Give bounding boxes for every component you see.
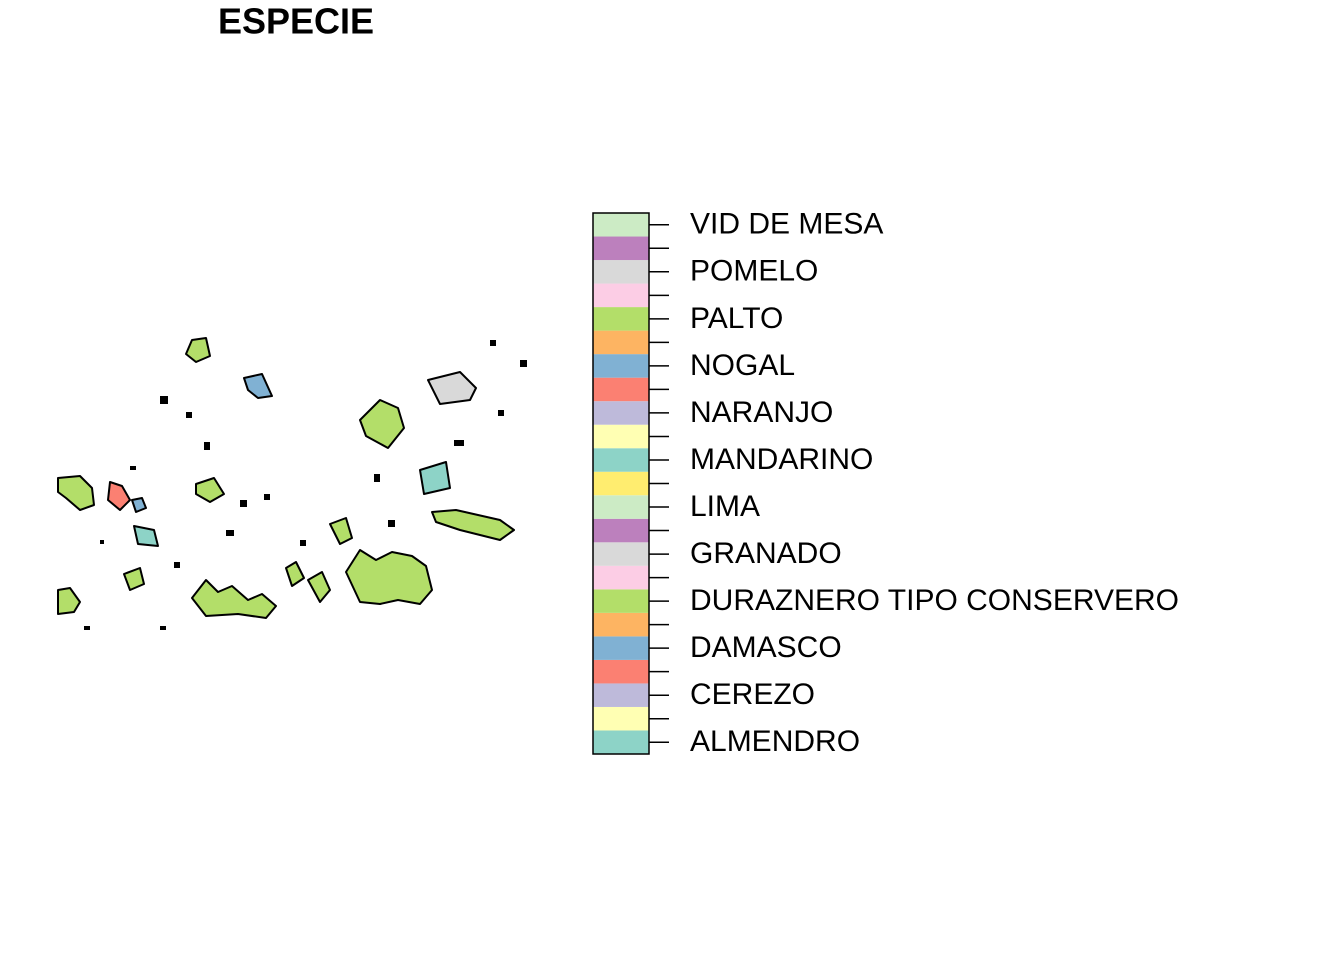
legend-label: PALTO: [690, 302, 783, 335]
legend-label: VID DE MESA: [690, 208, 883, 241]
legend-swatch: [593, 730, 649, 754]
legend-swatch: [593, 377, 649, 402]
legend-swatch: [593, 471, 649, 496]
legend-swatch: [593, 542, 649, 566]
legend-label: DAMASCO: [690, 631, 842, 664]
legend-swatch: [593, 683, 649, 707]
legend-swatch: [593, 518, 649, 543]
legend-label: DURAZNERO TIPO CONSERVERO: [690, 584, 1179, 617]
legend-swatch: [593, 330, 649, 355]
map-title: ESPECIE: [218, 1, 374, 42]
legend-swatch: [593, 260, 649, 284]
legend-label: CEREZO: [690, 678, 815, 711]
legend-swatch: [593, 659, 649, 684]
legend-swatch: [593, 236, 649, 261]
legend-swatch: [593, 495, 649, 519]
legend-label: ALMENDRO: [690, 725, 860, 758]
legend: ALMENDRO CEREZO DAMASCO DURAZNERO TIPO CONS…: [592, 208, 1179, 758]
legend-label: NARANJO: [690, 396, 833, 429]
legend-swatch: [593, 565, 649, 590]
legend-swatch: [593, 706, 649, 731]
legend-swatch: [593, 401, 649, 425]
legend-label: MANDARINO: [690, 443, 873, 476]
legend-label: NOGAL: [690, 349, 795, 382]
legend-label: LIMA: [690, 490, 760, 523]
legend-frame: [592, 212, 650, 755]
legend-label: POMELO: [690, 255, 818, 288]
legend-swatch: [593, 213, 649, 237]
legend-swatch: [593, 636, 649, 660]
legend-swatch: [593, 283, 649, 308]
map-polygons: [57, 337, 527, 630]
legend-swatch: [593, 354, 649, 378]
legend-swatch: [593, 424, 649, 449]
legend-swatch: [593, 612, 649, 637]
legend-swatch: [593, 448, 649, 472]
legend-swatch: [593, 307, 649, 331]
legend-label: GRANADO: [690, 537, 842, 570]
legend-swatch: [593, 589, 649, 613]
